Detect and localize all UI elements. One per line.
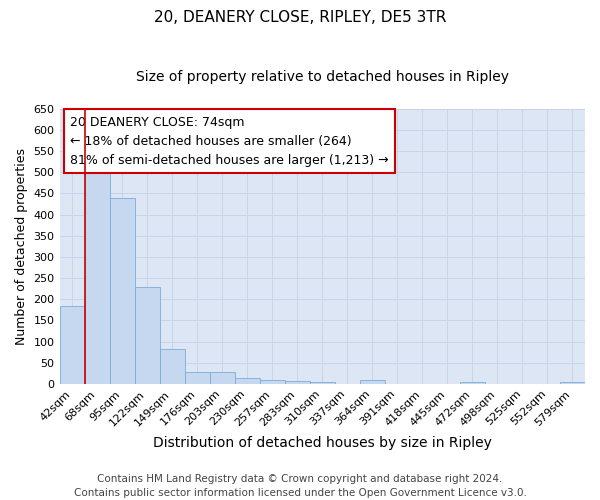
Bar (209, 372, 235, 384)
Bar (134, 288, 160, 384)
Bar (185, 372, 209, 384)
Bar (235, 378, 260, 384)
X-axis label: Distribution of detached houses by size in Ripley: Distribution of detached houses by size … (153, 436, 492, 450)
Bar (59, 306, 85, 384)
Text: 20 DEANERY CLOSE: 74sqm
← 18% of detached houses are smaller (264)
81% of semi-d: 20 DEANERY CLOSE: 74sqm ← 18% of detache… (70, 116, 389, 166)
Text: Contains HM Land Registry data © Crown copyright and database right 2024.
Contai: Contains HM Land Registry data © Crown c… (74, 474, 526, 498)
Text: 20, DEANERY CLOSE, RIPLEY, DE5 3TR: 20, DEANERY CLOSE, RIPLEY, DE5 3TR (154, 10, 446, 25)
Bar (160, 348, 185, 384)
Bar (260, 380, 285, 384)
Bar (285, 382, 310, 384)
Bar (110, 198, 134, 384)
Title: Size of property relative to detached houses in Ripley: Size of property relative to detached ho… (136, 70, 509, 84)
Y-axis label: Number of detached properties: Number of detached properties (15, 148, 28, 345)
Bar (310, 382, 335, 384)
Bar (560, 382, 585, 384)
Bar (460, 382, 485, 384)
Bar (360, 380, 385, 384)
Bar (85, 168, 110, 384)
